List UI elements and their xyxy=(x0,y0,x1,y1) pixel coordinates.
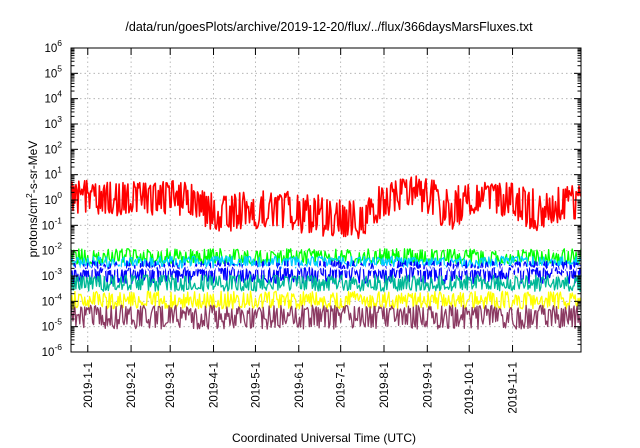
x-tick-label: 2019-10-1 xyxy=(464,362,476,414)
series-line-5 xyxy=(70,274,582,292)
y-tick-label: 10-4 xyxy=(42,291,63,308)
x-tick-label: 2019-8-1 xyxy=(379,362,391,408)
x-axis-label: Coordinated Universal Time (UTC) xyxy=(232,431,416,445)
series-line-7 xyxy=(70,304,582,330)
x-tick-label: 2019-5-1 xyxy=(250,362,262,408)
y-tick-label: 103 xyxy=(44,114,62,131)
y-tick-label: 104 xyxy=(44,89,62,106)
y-tick-label: 10-6 xyxy=(42,342,63,359)
y-axis-label: protons/cm2-s-sr-MeV xyxy=(24,141,40,258)
y-tick-label: 100 xyxy=(44,190,62,207)
series-line-4 xyxy=(70,264,582,272)
series-line-0 xyxy=(70,175,582,240)
y-axis-label-base: protons/cm xyxy=(26,198,40,257)
x-tick-label: 2019-4-1 xyxy=(209,362,221,408)
y-tick-label: 106 xyxy=(44,38,62,55)
series-line-6 xyxy=(70,290,582,310)
y-tick-label: 10-1 xyxy=(42,215,63,232)
y-axis-label-rest: -s-sr-MeV xyxy=(26,141,40,194)
x-tick-label: 2019-3-1 xyxy=(165,362,177,408)
y-tick-label: 105 xyxy=(44,63,62,80)
x-axis: 2019-1-1 2019-2-1 2019-3-1 2019-4-1 2019-5-1… xyxy=(83,48,520,414)
y-tick-label: 10-5 xyxy=(42,317,63,334)
y-axis-label-sup: 2 xyxy=(24,193,34,198)
y-axis: 10-6 10-5 10-4 10-3 10-2 10-1 100 101 102 103 104 1… xyxy=(42,38,581,359)
x-tick-label: 2019-9-1 xyxy=(422,362,434,408)
y-tick-label: 101 xyxy=(44,165,62,182)
y-tick-label: 10-3 xyxy=(42,266,63,283)
x-tick-label: 2019-2-1 xyxy=(126,362,138,408)
series-line-1 xyxy=(70,248,582,265)
x-tick-label: 2019-1-1 xyxy=(83,362,95,408)
x-tick-label: 2019-7-1 xyxy=(336,362,348,408)
chart-title: /data/run/goesPlots/archive/2019-12-20/f… xyxy=(125,20,533,34)
y-tick-label: 10-2 xyxy=(42,241,63,258)
x-tick-label: 2019-11-1 xyxy=(508,362,520,414)
y-tick-label: 102 xyxy=(44,139,62,156)
series-layer xyxy=(70,175,582,330)
x-tick-label: 2019-6-1 xyxy=(294,362,306,408)
